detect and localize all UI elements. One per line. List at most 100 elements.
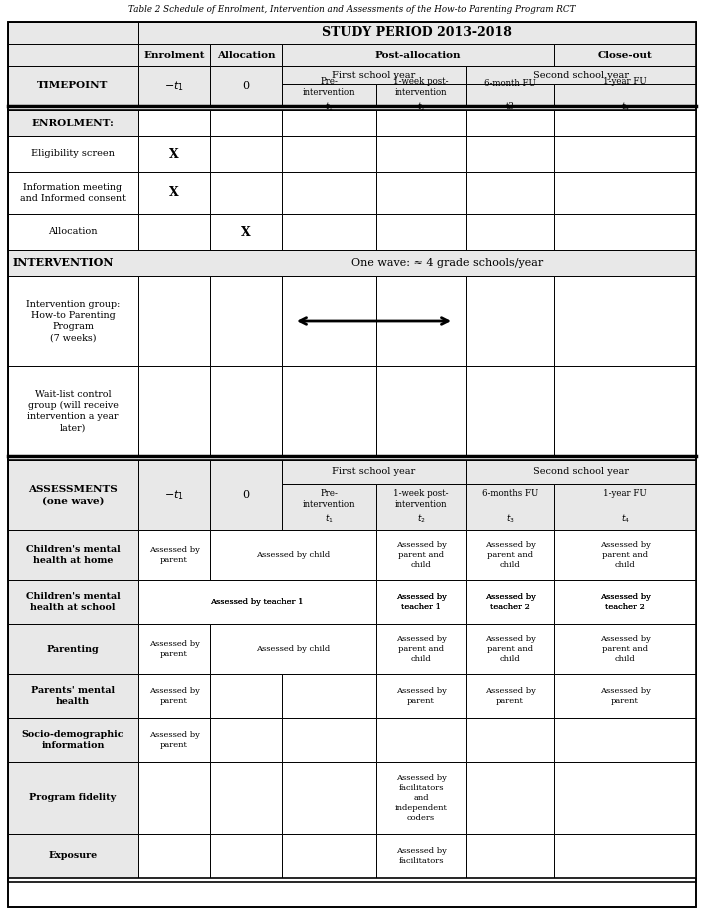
Bar xyxy=(138,66,210,84)
Bar xyxy=(210,530,376,580)
Bar xyxy=(554,718,696,762)
Bar xyxy=(554,366,696,456)
Bar xyxy=(376,624,466,674)
Bar xyxy=(466,580,554,624)
Text: First school year: First school year xyxy=(332,71,415,80)
Bar xyxy=(282,530,376,580)
Bar xyxy=(138,460,210,530)
Bar xyxy=(466,580,554,624)
Text: Children's mental
health at home: Children's mental health at home xyxy=(25,545,120,565)
Bar xyxy=(210,674,282,718)
Text: Assessed by
teacher 1: Assessed by teacher 1 xyxy=(396,593,446,611)
Text: $-t_1$: $-t_1$ xyxy=(164,79,184,93)
Bar xyxy=(138,580,376,624)
Bar xyxy=(554,530,696,580)
Bar xyxy=(8,834,138,878)
Bar xyxy=(554,136,696,172)
Bar xyxy=(210,460,282,530)
Bar xyxy=(138,580,210,624)
Bar xyxy=(8,460,138,530)
Text: Parenting: Parenting xyxy=(46,645,99,654)
Bar xyxy=(8,214,138,250)
Text: Assessed by
parent: Assessed by parent xyxy=(149,687,199,705)
Bar xyxy=(376,718,466,762)
Bar xyxy=(8,250,696,276)
Bar xyxy=(554,834,696,878)
Text: Assessed by
parent: Assessed by parent xyxy=(149,547,199,564)
Text: ENROLMENT:: ENROLMENT: xyxy=(32,118,115,127)
Bar xyxy=(554,762,696,834)
Bar xyxy=(466,530,554,580)
Bar xyxy=(282,136,376,172)
Text: 0: 0 xyxy=(242,490,249,500)
Bar xyxy=(210,44,282,66)
Text: X: X xyxy=(169,148,179,160)
Bar xyxy=(210,718,282,762)
Bar xyxy=(138,762,210,834)
Text: ASSESSMENTS
(one wave): ASSESSMENTS (one wave) xyxy=(28,485,118,505)
Text: Assessed by
teacher 2: Assessed by teacher 2 xyxy=(600,593,650,611)
Bar xyxy=(466,276,554,366)
Bar xyxy=(8,172,138,214)
Bar xyxy=(138,44,210,66)
Bar xyxy=(8,22,138,44)
Bar xyxy=(8,580,138,624)
Bar xyxy=(554,172,696,214)
Text: Allocation: Allocation xyxy=(217,50,275,60)
Bar xyxy=(554,214,696,250)
Bar xyxy=(138,674,210,718)
Text: X: X xyxy=(169,186,179,200)
Bar xyxy=(376,762,466,834)
Bar xyxy=(554,484,696,530)
Text: Assessed by
parent and
child: Assessed by parent and child xyxy=(600,541,650,569)
Bar xyxy=(138,530,210,580)
Bar xyxy=(8,718,138,762)
Text: Parents' mental
health: Parents' mental health xyxy=(31,686,115,706)
Bar xyxy=(138,66,210,106)
Bar xyxy=(376,214,466,250)
Text: Assessed by
teacher 2: Assessed by teacher 2 xyxy=(600,593,650,611)
Bar xyxy=(282,66,466,84)
Text: Assessed by
parent: Assessed by parent xyxy=(600,687,650,705)
Text: 1-year FU

$t_4$: 1-year FU $t_4$ xyxy=(603,490,647,525)
Text: Information meeting
and Informed consent: Information meeting and Informed consent xyxy=(20,183,126,203)
Bar xyxy=(138,276,210,366)
Bar xyxy=(466,214,554,250)
Bar xyxy=(466,366,554,456)
Bar xyxy=(282,762,376,834)
Bar xyxy=(210,624,282,674)
Bar xyxy=(554,580,696,624)
Bar xyxy=(138,22,696,44)
Text: 1-week post-
intervention
$t_2$: 1-week post- intervention $t_2$ xyxy=(394,77,448,113)
Bar xyxy=(8,66,138,106)
Text: Table 2 Schedule of Enrolment, Intervention and Assessments of the How-to Parent: Table 2 Schedule of Enrolment, Intervent… xyxy=(128,5,576,14)
Bar xyxy=(282,110,376,136)
Bar xyxy=(210,66,282,84)
Bar xyxy=(376,530,466,580)
Bar xyxy=(282,214,376,250)
Bar xyxy=(376,834,466,878)
Text: Wait-list control
group (will receive
intervention a year
later): Wait-list control group (will receive in… xyxy=(27,390,119,432)
Text: Assessed by
facilitators: Assessed by facilitators xyxy=(396,847,446,865)
Bar xyxy=(466,674,554,718)
Bar xyxy=(282,276,376,366)
Bar xyxy=(466,762,554,834)
Bar xyxy=(138,834,210,878)
Text: Post-allocation: Post-allocation xyxy=(375,50,461,60)
Text: Assessed by
parent: Assessed by parent xyxy=(149,731,199,749)
Text: Eligibility screen: Eligibility screen xyxy=(31,149,115,159)
Text: INTERVENTION: INTERVENTION xyxy=(13,258,115,269)
Bar xyxy=(210,834,282,878)
Text: X: X xyxy=(241,226,251,238)
Text: STUDY PERIOD 2013-2018: STUDY PERIOD 2013-2018 xyxy=(322,27,512,39)
Bar xyxy=(554,674,696,718)
Text: Assessed by
parent: Assessed by parent xyxy=(396,687,446,705)
Bar xyxy=(210,276,282,366)
Text: Assessed by
teacher 2: Assessed by teacher 2 xyxy=(484,593,536,611)
Bar xyxy=(376,172,466,214)
Text: 6-months FU

$t_3$: 6-months FU $t_3$ xyxy=(482,490,538,525)
Bar xyxy=(376,580,466,624)
Bar xyxy=(376,366,466,456)
Bar xyxy=(376,674,466,718)
Bar xyxy=(282,172,376,214)
